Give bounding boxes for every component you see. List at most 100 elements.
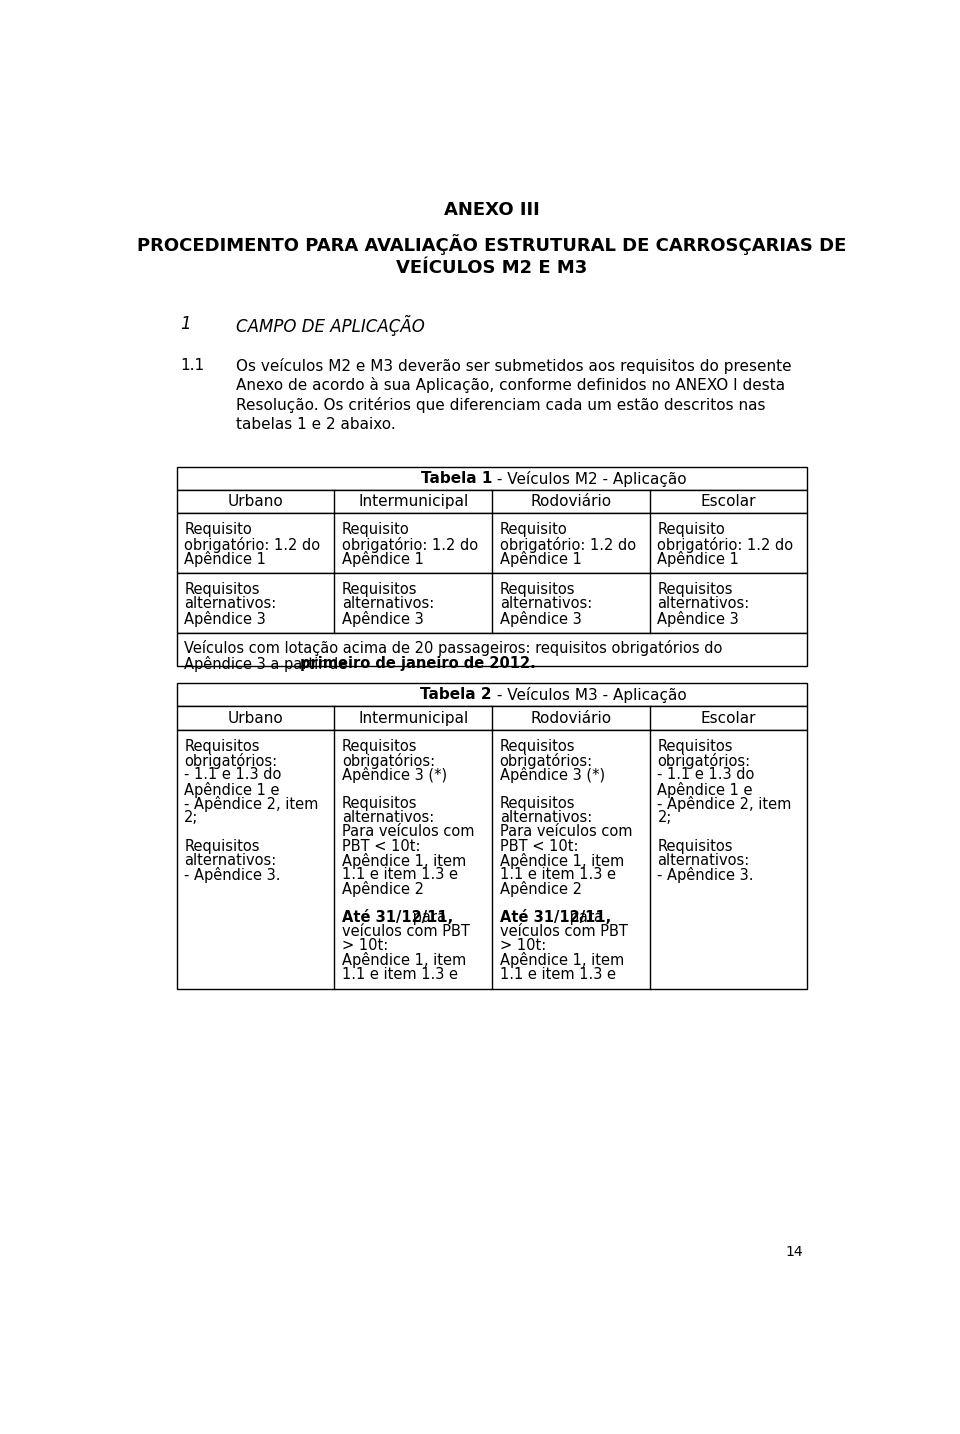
Text: obrigatório: 1.2 do: obrigatório: 1.2 do bbox=[658, 536, 794, 552]
Text: CAMPO DE APLICAÇÃO: CAMPO DE APLICAÇÃO bbox=[236, 314, 425, 336]
Text: Anexo de acordo à sua Aplicação, conforme definidos no ANEXO I desta: Anexo de acordo à sua Aplicação, conform… bbox=[236, 377, 785, 393]
Text: Intermunicipal: Intermunicipal bbox=[358, 710, 468, 726]
Text: obrigatórios:: obrigatórios: bbox=[658, 753, 751, 769]
Text: Tabela 2: Tabela 2 bbox=[420, 687, 492, 703]
Text: ANEXO III: ANEXO III bbox=[444, 201, 540, 219]
Bar bbox=[177, 467, 807, 490]
Text: primeiro de janeiro de 2012.: primeiro de janeiro de 2012. bbox=[300, 655, 536, 671]
Text: Apêndice 1: Apêndice 1 bbox=[500, 551, 582, 566]
Text: Apêndice 1, item: Apêndice 1, item bbox=[342, 853, 467, 869]
Text: alternativos:: alternativos: bbox=[500, 810, 592, 825]
Text: Apêndice 2: Apêndice 2 bbox=[342, 882, 424, 898]
Text: Para veículos com: Para veículos com bbox=[342, 825, 474, 839]
Text: 2;: 2; bbox=[184, 810, 199, 825]
Text: - Apêndice 3.: - Apêndice 3. bbox=[658, 868, 754, 883]
Text: 1.1 e item 1.3 e: 1.1 e item 1.3 e bbox=[500, 868, 615, 882]
Text: 1.1: 1.1 bbox=[180, 357, 204, 373]
Text: obrigatório: 1.2 do: obrigatório: 1.2 do bbox=[500, 536, 636, 552]
Text: Tabela 1: Tabela 1 bbox=[420, 470, 492, 486]
Text: 1.1 e item 1.3 e: 1.1 e item 1.3 e bbox=[500, 967, 615, 982]
Text: Urbano: Urbano bbox=[228, 495, 283, 509]
Text: 1: 1 bbox=[180, 314, 191, 333]
Text: > 10t:: > 10t: bbox=[342, 938, 388, 954]
Text: alternativos:: alternativos: bbox=[500, 597, 592, 611]
Text: - Veículos M2 - Aplicação: - Veículos M2 - Aplicação bbox=[492, 470, 686, 486]
Text: Apêndice 3 (*): Apêndice 3 (*) bbox=[342, 767, 447, 783]
Text: Requisitos: Requisitos bbox=[500, 739, 575, 754]
Text: Resolução. Os critérios que diferenciam cada um estão descritos nas: Resolução. Os critérios que diferenciam … bbox=[236, 397, 766, 413]
Text: - 1.1 e 1.3 do: - 1.1 e 1.3 do bbox=[184, 767, 281, 783]
Text: Requisitos: Requisitos bbox=[184, 582, 260, 597]
Text: alternativos:: alternativos: bbox=[184, 853, 276, 868]
Text: alternativos:: alternativos: bbox=[658, 853, 750, 868]
Text: - Apêndice 3.: - Apêndice 3. bbox=[184, 868, 281, 883]
Text: Apêndice 1: Apêndice 1 bbox=[184, 551, 266, 566]
Text: Apêndice 1, item: Apêndice 1, item bbox=[500, 952, 624, 968]
Text: Requisitos: Requisitos bbox=[184, 739, 260, 754]
Text: obrigatório: 1.2 do: obrigatório: 1.2 do bbox=[342, 536, 478, 552]
Text: Requisitos: Requisitos bbox=[184, 839, 260, 853]
Text: - Apêndice 2, item: - Apêndice 2, item bbox=[658, 796, 792, 812]
Text: Requisitos: Requisitos bbox=[342, 739, 418, 754]
Text: Apêndice 3 (*): Apêndice 3 (*) bbox=[500, 767, 605, 783]
Text: veículos com PBT: veículos com PBT bbox=[342, 923, 469, 939]
Text: Apêndice 3: Apêndice 3 bbox=[184, 611, 266, 627]
Text: Requisito: Requisito bbox=[342, 522, 410, 538]
Text: Apêndice 1: Apêndice 1 bbox=[342, 551, 424, 566]
Text: VEÍCULOS M2 E M3: VEÍCULOS M2 E M3 bbox=[396, 260, 588, 277]
Bar bbox=[177, 730, 807, 988]
Text: obrigatório: 1.2 do: obrigatório: 1.2 do bbox=[184, 536, 321, 552]
Text: PROCEDIMENTO PARA AVALIAÇÃO ESTRUTURAL DE CARROSÇARIAS DE: PROCEDIMENTO PARA AVALIAÇÃO ESTRUTURAL D… bbox=[137, 234, 847, 255]
Text: Requisitos: Requisitos bbox=[658, 839, 733, 853]
Text: Até 31/12/11,: Até 31/12/11, bbox=[342, 909, 453, 925]
Text: Requisitos: Requisitos bbox=[658, 739, 733, 754]
Text: Requisitos: Requisitos bbox=[500, 582, 575, 597]
Text: Escolar: Escolar bbox=[701, 710, 756, 726]
Text: Requisitos: Requisitos bbox=[658, 582, 733, 597]
Text: - 1.1 e 1.3 do: - 1.1 e 1.3 do bbox=[658, 767, 755, 783]
Text: Intermunicipal: Intermunicipal bbox=[358, 495, 468, 509]
Bar bbox=[177, 490, 807, 513]
Bar bbox=[177, 684, 807, 707]
Text: Apêndice 1, item: Apêndice 1, item bbox=[500, 853, 624, 869]
Text: Urbano: Urbano bbox=[228, 710, 283, 726]
Text: Apêndice 3: Apêndice 3 bbox=[500, 611, 582, 627]
Bar bbox=[177, 707, 807, 730]
Bar bbox=[177, 632, 807, 667]
Text: - Veículos M3 - Aplicação: - Veículos M3 - Aplicação bbox=[492, 687, 686, 703]
Text: 14: 14 bbox=[786, 1245, 804, 1259]
Text: PBT < 10t:: PBT < 10t: bbox=[500, 839, 578, 853]
Text: obrigatórios:: obrigatórios: bbox=[184, 753, 277, 769]
Text: 1.1 e item 1.3 e: 1.1 e item 1.3 e bbox=[342, 967, 458, 982]
Text: Apêndice 1 e: Apêndice 1 e bbox=[184, 782, 279, 797]
Text: - Apêndice 2, item: - Apêndice 2, item bbox=[184, 796, 319, 812]
Text: Rodoviário: Rodoviário bbox=[530, 495, 612, 509]
Text: Apêndice 3 a partir de: Apêndice 3 a partir de bbox=[184, 655, 352, 673]
Text: Requisitos: Requisitos bbox=[342, 582, 418, 597]
Text: Rodoviário: Rodoviário bbox=[530, 710, 612, 726]
Text: Apêndice 3: Apêndice 3 bbox=[658, 611, 739, 627]
Text: Apêndice 1: Apêndice 1 bbox=[658, 551, 739, 566]
Text: Apêndice 2: Apêndice 2 bbox=[500, 882, 582, 898]
Text: Veículos com lotação acima de 20 passageiros: requisitos obrigatórios do: Veículos com lotação acima de 20 passage… bbox=[184, 640, 723, 657]
Text: Requisito: Requisito bbox=[658, 522, 725, 538]
Text: alternativos:: alternativos: bbox=[342, 810, 434, 825]
Text: Para veículos com: Para veículos com bbox=[500, 825, 633, 839]
Bar bbox=[177, 572, 807, 632]
Text: Requisito: Requisito bbox=[500, 522, 567, 538]
Text: para: para bbox=[565, 909, 603, 925]
Text: Escolar: Escolar bbox=[701, 495, 756, 509]
Text: > 10t:: > 10t: bbox=[500, 938, 546, 954]
Text: Requisitos: Requisitos bbox=[342, 796, 418, 810]
Text: Apêndice 1 e: Apêndice 1 e bbox=[658, 782, 753, 797]
Bar bbox=[177, 513, 807, 572]
Text: obrigatórios:: obrigatórios: bbox=[342, 753, 435, 769]
Text: alternativos:: alternativos: bbox=[184, 597, 276, 611]
Text: veículos com PBT: veículos com PBT bbox=[500, 923, 628, 939]
Text: PBT < 10t:: PBT < 10t: bbox=[342, 839, 420, 853]
Text: Requisitos: Requisitos bbox=[500, 796, 575, 810]
Text: Os veículos M2 e M3 deverão ser submetidos aos requisitos do presente: Os veículos M2 e M3 deverão ser submetid… bbox=[236, 357, 792, 374]
Text: para: para bbox=[408, 909, 445, 925]
Text: Requisito: Requisito bbox=[184, 522, 252, 538]
Text: Apêndice 3: Apêndice 3 bbox=[342, 611, 423, 627]
